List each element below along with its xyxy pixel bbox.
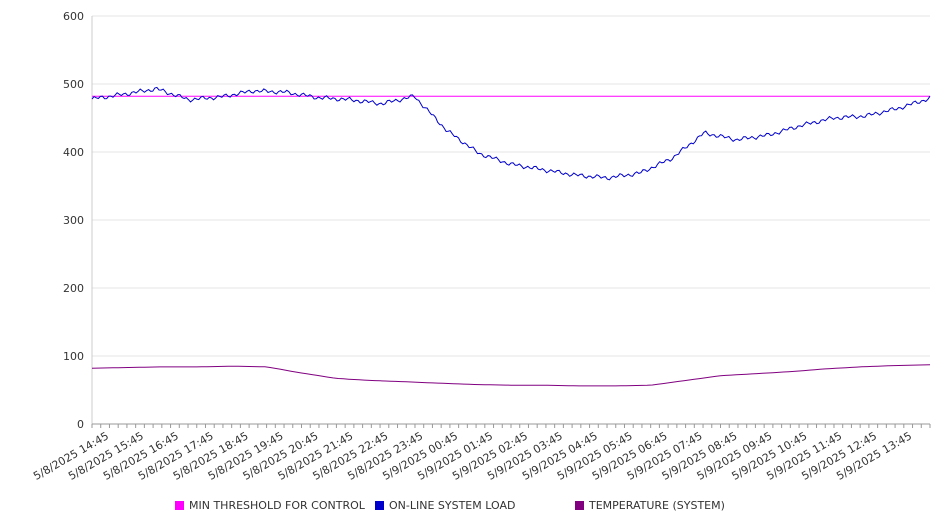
legend-label-min-threshold: MIN THRESHOLD FOR CONTROL: [189, 499, 365, 512]
y-tick-label: 200: [63, 282, 84, 295]
series-line-1: [91, 86, 931, 181]
x-axis-tick-labels: 5/8/2025 14:455/8/2025 15:455/8/2025 16:…: [31, 429, 914, 483]
series-line-2: [91, 364, 931, 387]
y-tick-label: 600: [63, 10, 84, 23]
axes: [91, 16, 931, 428]
y-tick-label: 400: [63, 146, 84, 159]
grid-lines: [92, 15, 930, 425]
legend-item-system-load[interactable]: ON-LINE SYSTEM LOAD: [375, 499, 515, 512]
y-tick-label: 300: [63, 214, 84, 227]
y-tick-label: 500: [63, 78, 84, 91]
y-tick-label: 0: [77, 418, 84, 431]
legend-swatch-temperature: [575, 501, 584, 510]
y-axis-tick-labels: 0 100 200 300 400 500 600: [63, 10, 84, 431]
legend: MIN THRESHOLD FOR CONTROL ON-LINE SYSTEM…: [0, 499, 946, 513]
series-lines: [91, 86, 931, 387]
legend-item-temperature[interactable]: TEMPERATURE (SYSTEM): [575, 499, 725, 512]
legend-swatch-system-load: [375, 501, 384, 510]
legend-swatch-min-threshold: [175, 501, 184, 510]
legend-item-min-threshold[interactable]: MIN THRESHOLD FOR CONTROL: [175, 499, 365, 512]
legend-label-temperature: TEMPERATURE (SYSTEM): [589, 499, 725, 512]
legend-label-system-load: ON-LINE SYSTEM LOAD: [389, 499, 516, 512]
y-tick-label: 100: [63, 350, 84, 363]
